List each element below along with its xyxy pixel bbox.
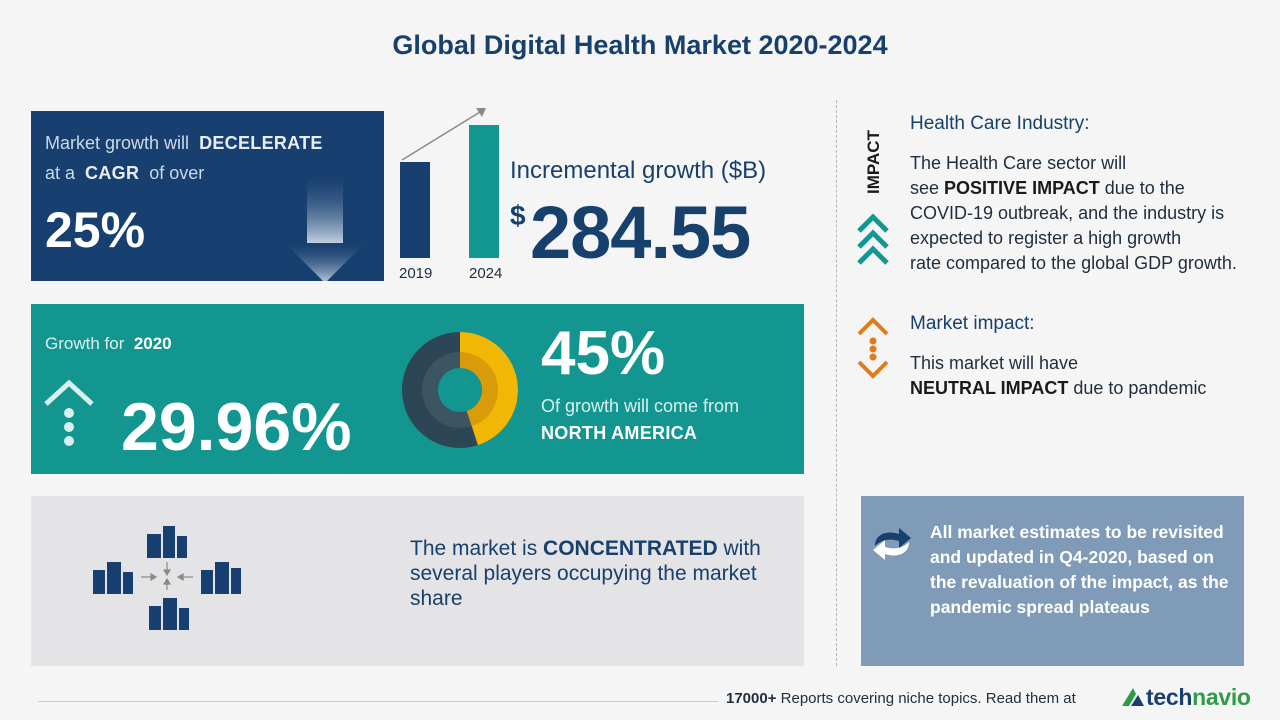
growth-label: Growth for 2020	[45, 334, 172, 354]
industry-title: Health Care Industry:	[910, 113, 1090, 134]
footer-rule	[38, 701, 718, 702]
footer-caption[interactable]: Reports covering niche topics. Read them…	[780, 690, 1076, 707]
market-impact-text: This market will have NEUTRAL IMPACT due…	[910, 351, 1270, 401]
technavio-logo-icon	[1122, 688, 1144, 706]
footer-count: 17000+	[726, 690, 777, 707]
brand-part-2: navio	[1192, 684, 1251, 710]
cagr-label: CAGR	[85, 163, 140, 183]
growth-year: 2020	[133, 334, 172, 353]
bar-2024	[469, 125, 499, 258]
year-start-label: 2019	[399, 265, 433, 282]
technavio-logo[interactable]: technavio	[1146, 684, 1251, 711]
industry-text-line-4: expected to register a high growth	[910, 228, 1182, 248]
cagr-panel: Market growth will DECELERATE at a CAGR …	[31, 111, 384, 281]
growth-label-text: Growth for	[45, 334, 125, 353]
impact-vertical-label: IMPACT	[864, 130, 883, 194]
concentration-suffix: with several players occupying the marke…	[410, 537, 761, 610]
concentration-prefix: The market is	[410, 537, 538, 560]
positive-impact-label: POSITIVE IMPACT	[944, 178, 1100, 198]
bar-2019	[400, 162, 430, 258]
concentration-panel: The market is CONCENTRATED with several …	[31, 496, 804, 666]
concentration-strong: CONCENTRATED	[543, 537, 718, 560]
brand-part-1: tech	[1146, 684, 1193, 710]
incremental-growth-value: 284.55	[530, 191, 751, 274]
note-text: All market estimates to be revisited and…	[930, 522, 1229, 617]
market-impact-title: Market impact:	[910, 313, 1035, 334]
market-impact-line-2: NEUTRAL IMPACT due to pandemic	[910, 376, 1270, 401]
cagr-value: 25%	[45, 202, 146, 258]
share-donut-chart	[402, 332, 518, 448]
cagr-line2-prefix: at a	[45, 163, 76, 183]
trend-arrow-icon	[401, 108, 486, 161]
refresh-icon	[873, 528, 911, 560]
footer-text: 17000+ Reports covering niche topics. Re…	[726, 690, 1076, 707]
share-text: Of growth will come from	[541, 396, 740, 416]
year-end-label: 2024	[469, 265, 503, 282]
arrow-down-icon	[285, 175, 365, 281]
industry-text-line-5: rate compared to the global GDP growth.	[910, 253, 1237, 273]
growth-value: 29.96%	[121, 389, 352, 465]
cagr-decelerate-label: DECELERATE	[199, 133, 323, 153]
buildings-icon	[93, 526, 241, 630]
growth-panel: Growth for 2020 29.96% 45% Of growth wil…	[31, 304, 804, 474]
industry-text-2-prefix: see	[910, 178, 940, 198]
incremental-growth-label: Incremental growth ($B)	[510, 157, 767, 184]
share-value: 45%	[541, 319, 666, 388]
neutral-impact-label: NEUTRAL IMPACT	[910, 378, 1069, 398]
industry-text-line-3: COVID-19 outbreak, and the industry is	[910, 203, 1225, 223]
industry-text-2-suffix: due to the	[1104, 178, 1185, 198]
divider	[836, 100, 837, 666]
market-impact-suffix: due to pandemic	[1073, 378, 1207, 398]
cagr-line1-prefix: Market growth will	[45, 133, 190, 153]
page-title: Global Digital Health Market 2020-2024	[392, 30, 888, 60]
industry-text-line-1: The Health Care sector will	[910, 153, 1127, 173]
share-donut-slice-inner	[460, 352, 498, 427]
currency-symbol: $	[510, 200, 526, 231]
market-impact-line-1: This market will have	[910, 353, 1079, 373]
positive-impact-icon	[857, 213, 889, 265]
revaluation-note: All market estimates to be revisited and…	[861, 496, 1244, 666]
industry-text-line-2: see POSITIVE IMPACT due to the	[910, 176, 1275, 201]
industry-text: The Health Care sector will see POSITIVE…	[910, 151, 1275, 276]
cagr-line2-suffix: of over	[149, 163, 205, 183]
cagr-line-2: at a CAGR of over	[45, 163, 204, 184]
concentration-text: The market is CONCENTRATED with several …	[410, 536, 790, 611]
share-region: NORTH AMERICA	[541, 423, 698, 443]
cagr-line-1: Market growth will DECELERATE	[45, 133, 323, 154]
neutral-impact-icon	[857, 317, 889, 379]
growth-up-icon	[44, 380, 94, 446]
